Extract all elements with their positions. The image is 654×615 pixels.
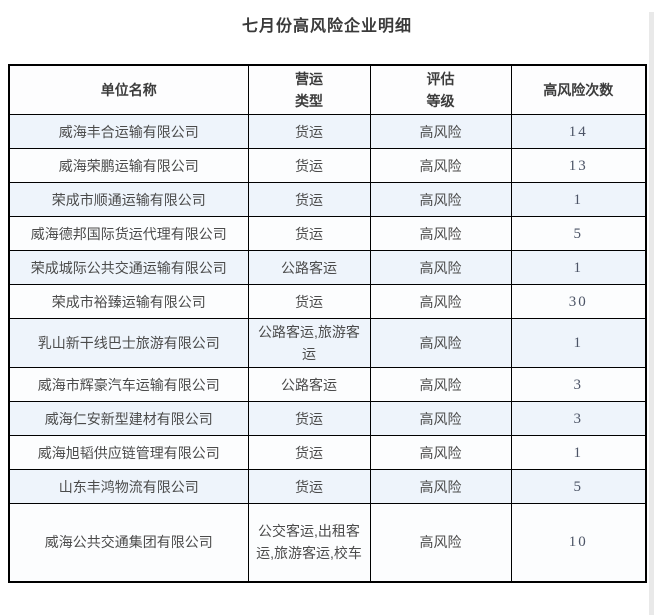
operation-type-cell: 货运 — [247, 148, 371, 183]
operation-type-cell: 货运 — [247, 182, 371, 217]
high-risk-count-cell: 1 — [510, 435, 647, 470]
assessment-level-cell: 高风险 — [369, 216, 512, 251]
operation-type-cell: 货运 — [247, 401, 371, 436]
table-row: 威海荣鹏运输有限公司 货运 高风险 13 — [8, 148, 647, 183]
assessment-level-cell: 高风险 — [369, 182, 512, 217]
assessment-level-cell: 高风险 — [369, 401, 512, 436]
assessment-level-cell: 高风险 — [369, 435, 512, 470]
column-header-high-risk-count: 高风险次数 — [510, 64, 647, 115]
table-row: 荣成市顺通运输有限公司 货运 高风险 1 — [8, 182, 647, 217]
high-risk-count-cell: 5 — [510, 216, 647, 251]
unit-name-cell: 荣成城际公共交通运输有限公司 — [8, 250, 249, 285]
table-row: 乳山新干线巴士旅游有限公司 公路客运,旅游客运 高风险 1 — [8, 318, 647, 368]
table-row: 威海旭韬供应链管理有限公司 货运 高风险 1 — [8, 435, 647, 470]
high-risk-count-cell: 30 — [510, 284, 647, 319]
unit-name-cell: 山东丰鸿物流有限公司 — [8, 469, 249, 504]
table-row: 威海德邦国际货运代理有限公司 货运 高风险 5 — [8, 216, 647, 251]
high-risk-enterprise-table: 单位名称 营运 类型 评估 等级 高风险次数 威海丰合运输有限公司 货运 高风险… — [8, 64, 647, 583]
assessment-level-cell: 高风险 — [369, 284, 512, 319]
unit-name-cell: 威海公共交通集团有限公司 — [8, 503, 249, 582]
high-risk-count-cell: 1 — [510, 182, 647, 217]
column-header-unit-name: 单位名称 — [8, 64, 249, 115]
assessment-level-cell: 高风险 — [369, 114, 512, 149]
unit-name-cell: 威海市辉豪汽车运输有限公司 — [8, 367, 249, 402]
operation-type-cell: 公路客运,旅游客运 — [247, 318, 371, 368]
page-title: 七月份高风险企业明细 — [241, 18, 412, 35]
unit-name-cell: 荣成市裕臻运输有限公司 — [8, 284, 249, 319]
high-risk-count-cell: 10 — [510, 503, 647, 582]
operation-type-cell: 货运 — [247, 114, 371, 149]
high-risk-count-cell: 3 — [510, 401, 647, 436]
unit-name-cell: 威海仁安新型建材有限公司 — [8, 401, 249, 436]
operation-type-cell: 货运 — [247, 435, 371, 470]
unit-name-cell: 威海旭韬供应链管理有限公司 — [8, 435, 249, 470]
assessment-level-cell: 高风险 — [369, 250, 512, 285]
assessment-level-cell: 高风险 — [369, 367, 512, 402]
scrollbar-track[interactable] — [649, 12, 654, 615]
high-risk-count-cell: 14 — [510, 114, 647, 149]
unit-name-cell: 威海荣鹏运输有限公司 — [8, 148, 249, 183]
table-row: 威海市辉豪汽车运输有限公司 公路客运 高风险 3 — [8, 367, 647, 402]
unit-name-cell: 荣成市顺通运输有限公司 — [8, 182, 249, 217]
high-risk-count-cell: 3 — [510, 367, 647, 402]
operation-type-cell: 货运 — [247, 284, 371, 319]
report-page: 七月份高风险企业明细 单位名称 营运 类型 评估 等级 高风险次数 威海丰合运输… — [0, 12, 654, 583]
assessment-level-cell: 高风险 — [369, 503, 512, 582]
high-risk-count-cell: 1 — [510, 250, 647, 285]
assessment-level-cell: 高风险 — [369, 469, 512, 504]
table-row: 荣成城际公共交通运输有限公司 公路客运 高风险 1 — [8, 250, 647, 285]
table-row: 荣成市裕臻运输有限公司 货运 高风险 30 — [8, 284, 647, 319]
unit-name-cell: 乳山新干线巴士旅游有限公司 — [8, 318, 249, 368]
operation-type-cell: 货运 — [247, 216, 371, 251]
table-row: 威海丰合运输有限公司 货运 高风险 14 — [8, 114, 647, 149]
column-header-operation-type: 营运 类型 — [247, 64, 371, 115]
table-row: 山东丰鸿物流有限公司 货运 高风险 5 — [8, 469, 647, 504]
unit-name-cell: 威海德邦国际货运代理有限公司 — [8, 216, 249, 251]
assessment-level-cell: 高风险 — [369, 148, 512, 183]
operation-type-cell: 货运 — [247, 469, 371, 504]
high-risk-count-cell: 5 — [510, 469, 647, 504]
assessment-level-cell: 高风险 — [369, 318, 512, 368]
table-row: 威海仁安新型建材有限公司 货运 高风险 3 — [8, 401, 647, 436]
column-header-assessment-level: 评估 等级 — [369, 64, 512, 115]
high-risk-count-cell: 1 — [510, 318, 647, 368]
operation-type-cell: 公路客运 — [247, 250, 371, 285]
table-row: 威海公共交通集团有限公司 公交客运,出租客运,旅游客运,校车 高风险 10 — [8, 503, 647, 582]
operation-type-cell: 公路客运 — [247, 367, 371, 402]
high-risk-count-cell: 13 — [510, 148, 647, 183]
unit-name-cell: 威海丰合运输有限公司 — [8, 114, 249, 149]
table-header-row: 单位名称 营运 类型 评估 等级 高风险次数 — [8, 64, 647, 115]
operation-type-cell: 公交客运,出租客运,旅游客运,校车 — [247, 503, 371, 582]
